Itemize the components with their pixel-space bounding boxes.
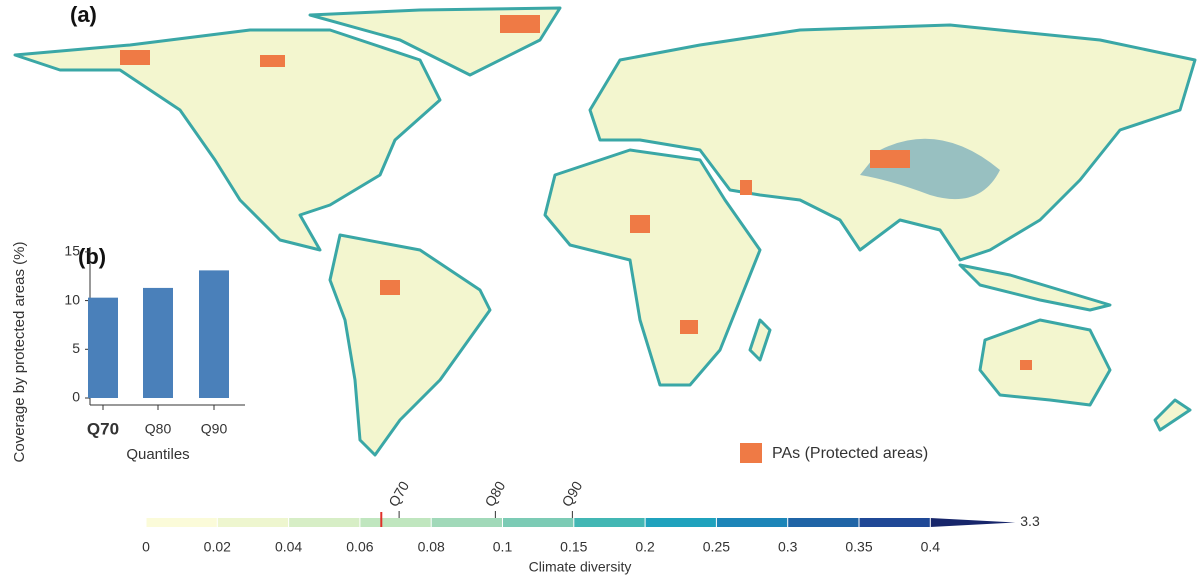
colorbar-segment	[359, 518, 432, 527]
x-tick-label: Q80	[145, 421, 172, 437]
colorbar-segment	[502, 518, 575, 527]
colorbar-segment	[573, 518, 646, 527]
panel-label: (b)	[78, 244, 106, 269]
colorbar-segment	[288, 518, 361, 527]
australia	[978, 318, 1112, 407]
colorbar-tick-label: 0	[142, 539, 150, 555]
colorbar-tick-label: 0.4	[921, 539, 941, 555]
colorbar-extension	[930, 518, 1016, 527]
protected-area	[500, 15, 540, 33]
south-america	[328, 233, 492, 457]
colorbar-segment	[859, 518, 931, 527]
colorbar-segment	[787, 518, 860, 527]
eurasia	[588, 23, 1197, 262]
colorbar-tick-label: 0.15	[560, 539, 587, 555]
protected-area	[870, 150, 910, 168]
y-tick-label: 5	[72, 340, 80, 356]
africa	[543, 148, 762, 387]
protected-area	[120, 50, 150, 65]
colorbar-tick-label: 0.08	[418, 539, 445, 555]
colorbar-segment	[716, 518, 789, 527]
y-axis-title: Coverage by protected areas (%)	[11, 242, 28, 463]
colorbar-max-label: 3.3	[1020, 513, 1040, 529]
colorbar-tick-label: 0.06	[346, 539, 373, 555]
bar	[199, 270, 229, 398]
quantile-label: Q90	[558, 478, 585, 509]
y-tick-label: 10	[64, 291, 80, 307]
colorbar-tick-label: 0.25	[703, 539, 730, 555]
madagascar	[748, 318, 772, 362]
protected-area	[1020, 360, 1032, 370]
protected-area	[380, 280, 400, 295]
bar	[143, 287, 173, 398]
colorbar-title: Climate diversity	[529, 559, 632, 575]
legend-swatch	[740, 443, 762, 463]
colorbar-segment	[217, 518, 290, 527]
protected-area	[740, 180, 752, 195]
legend-label: PAs (Protected areas)	[772, 445, 928, 462]
y-tick-label: 15	[64, 243, 80, 259]
protected-area	[260, 55, 285, 67]
colorbar-tick-label: 0.35	[845, 539, 872, 555]
panel-label: (a)	[70, 2, 97, 27]
bar	[88, 297, 118, 398]
colorbar-segment	[431, 518, 503, 527]
colorbar-segment	[645, 518, 717, 527]
north-america	[13, 28, 442, 252]
x-tick-label: Q90	[201, 421, 228, 437]
islands	[958, 263, 1112, 312]
colorbar-segment	[146, 518, 218, 527]
greenland	[308, 6, 562, 77]
protected-area	[680, 320, 698, 334]
quantile-label: Q80	[481, 478, 508, 509]
colorbar-tick-label: 0.1	[493, 539, 513, 555]
y-tick-label: 0	[72, 389, 80, 405]
x-axis-title: Quantiles	[126, 446, 189, 463]
new-zealand	[1153, 398, 1192, 432]
colorbar-tick-label: 0.02	[204, 539, 231, 555]
colorbar-tick-label: 0.04	[275, 539, 302, 555]
world-map	[13, 6, 1197, 457]
x-tick-label: Q70	[87, 419, 119, 438]
colorbar-tick-label: 0.2	[635, 539, 655, 555]
quantile-label: Q70	[385, 478, 412, 509]
protected-area	[630, 215, 650, 233]
colorbar-tick-label: 0.3	[778, 539, 798, 555]
